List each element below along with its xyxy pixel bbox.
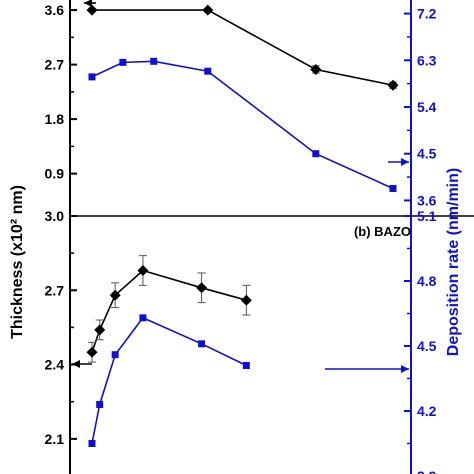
- right-tick-label: 6.3: [417, 52, 437, 68]
- right-axis-title: Deposition rate (nm/min): [445, 168, 462, 356]
- thickness-point: [310, 63, 322, 75]
- thickness-point: [86, 346, 98, 358]
- left-axis-arrow-panel-b-head: [72, 360, 80, 368]
- deposition-rate-point: [204, 67, 212, 75]
- left-axis-arrow-panel-a-head: [84, 0, 92, 7]
- left-tick-label: 2.4: [45, 357, 65, 373]
- deposition-rate-series-line: [91, 60, 394, 190]
- thickness-point: [109, 289, 121, 301]
- panel-b-label: (b) BAZO: [354, 224, 411, 239]
- deposition-rate-point: [96, 401, 104, 408]
- deposition-rate-point: [150, 57, 158, 65]
- deposition-rate-point: [119, 58, 127, 66]
- left-tick-label: 2.1: [45, 431, 65, 447]
- deposition-rate-point: [389, 184, 397, 192]
- deposition-rate-point: [242, 362, 250, 369]
- chart-frame: [69, 0, 474, 474]
- thickness-point: [86, 4, 98, 16]
- right-tick-label: 4.2: [417, 403, 437, 419]
- right-tick-label: 5.4: [417, 99, 437, 115]
- thickness-point: [387, 79, 399, 91]
- left-tick-label: 0.9: [45, 166, 65, 182]
- left-tick-label: 3.6: [45, 2, 65, 18]
- right-tick-label: 4.5: [417, 338, 437, 354]
- deposition-rate-point: [88, 440, 96, 447]
- deposition-rate-point: [88, 73, 96, 81]
- deposition-rate-point: [139, 314, 147, 322]
- right-tick-label: 4.8: [417, 273, 437, 289]
- right-tick-label: 7.2: [417, 6, 437, 22]
- right-tick-label: 3.6: [417, 192, 437, 208]
- deposition-rate-point: [198, 340, 206, 348]
- right-tick-label: 4.5: [417, 146, 437, 162]
- left-axis-title: Thickness (x10² nm): [9, 185, 26, 339]
- left-tick-label: 2.7: [45, 282, 65, 298]
- thickness-point: [240, 294, 252, 306]
- right-tick-label: 5.1: [417, 208, 437, 224]
- thickness-point: [202, 4, 214, 16]
- axis-indicator-arrows: [72, 0, 409, 373]
- right-axis-arrow-panel-b-head: [401, 365, 409, 373]
- axis-ticks: 0.9 1.8 2.7 3.6 3.6 4.5 5.4 6.3 7.2 2.1 2.4 2.7 3.0 3…: [45, 2, 437, 474]
- chart-series: [86, 4, 399, 447]
- thickness-point: [196, 282, 208, 294]
- thickness-point: [94, 324, 106, 336]
- right-tick-label: 3.9: [417, 468, 437, 474]
- left-tick-label: 2.7: [45, 57, 65, 73]
- thickness-point: [137, 264, 149, 276]
- deposition-rate-series-line: [91, 316, 247, 444]
- thickness-series-line: [92, 9, 394, 86]
- left-tick-label: 3.0: [45, 208, 65, 224]
- left-tick-label: 1.8: [45, 111, 65, 127]
- right-axis-arrow-panel-a-head: [401, 158, 409, 166]
- deposition-rate-point: [312, 150, 320, 158]
- deposition-rate-point: [111, 351, 119, 359]
